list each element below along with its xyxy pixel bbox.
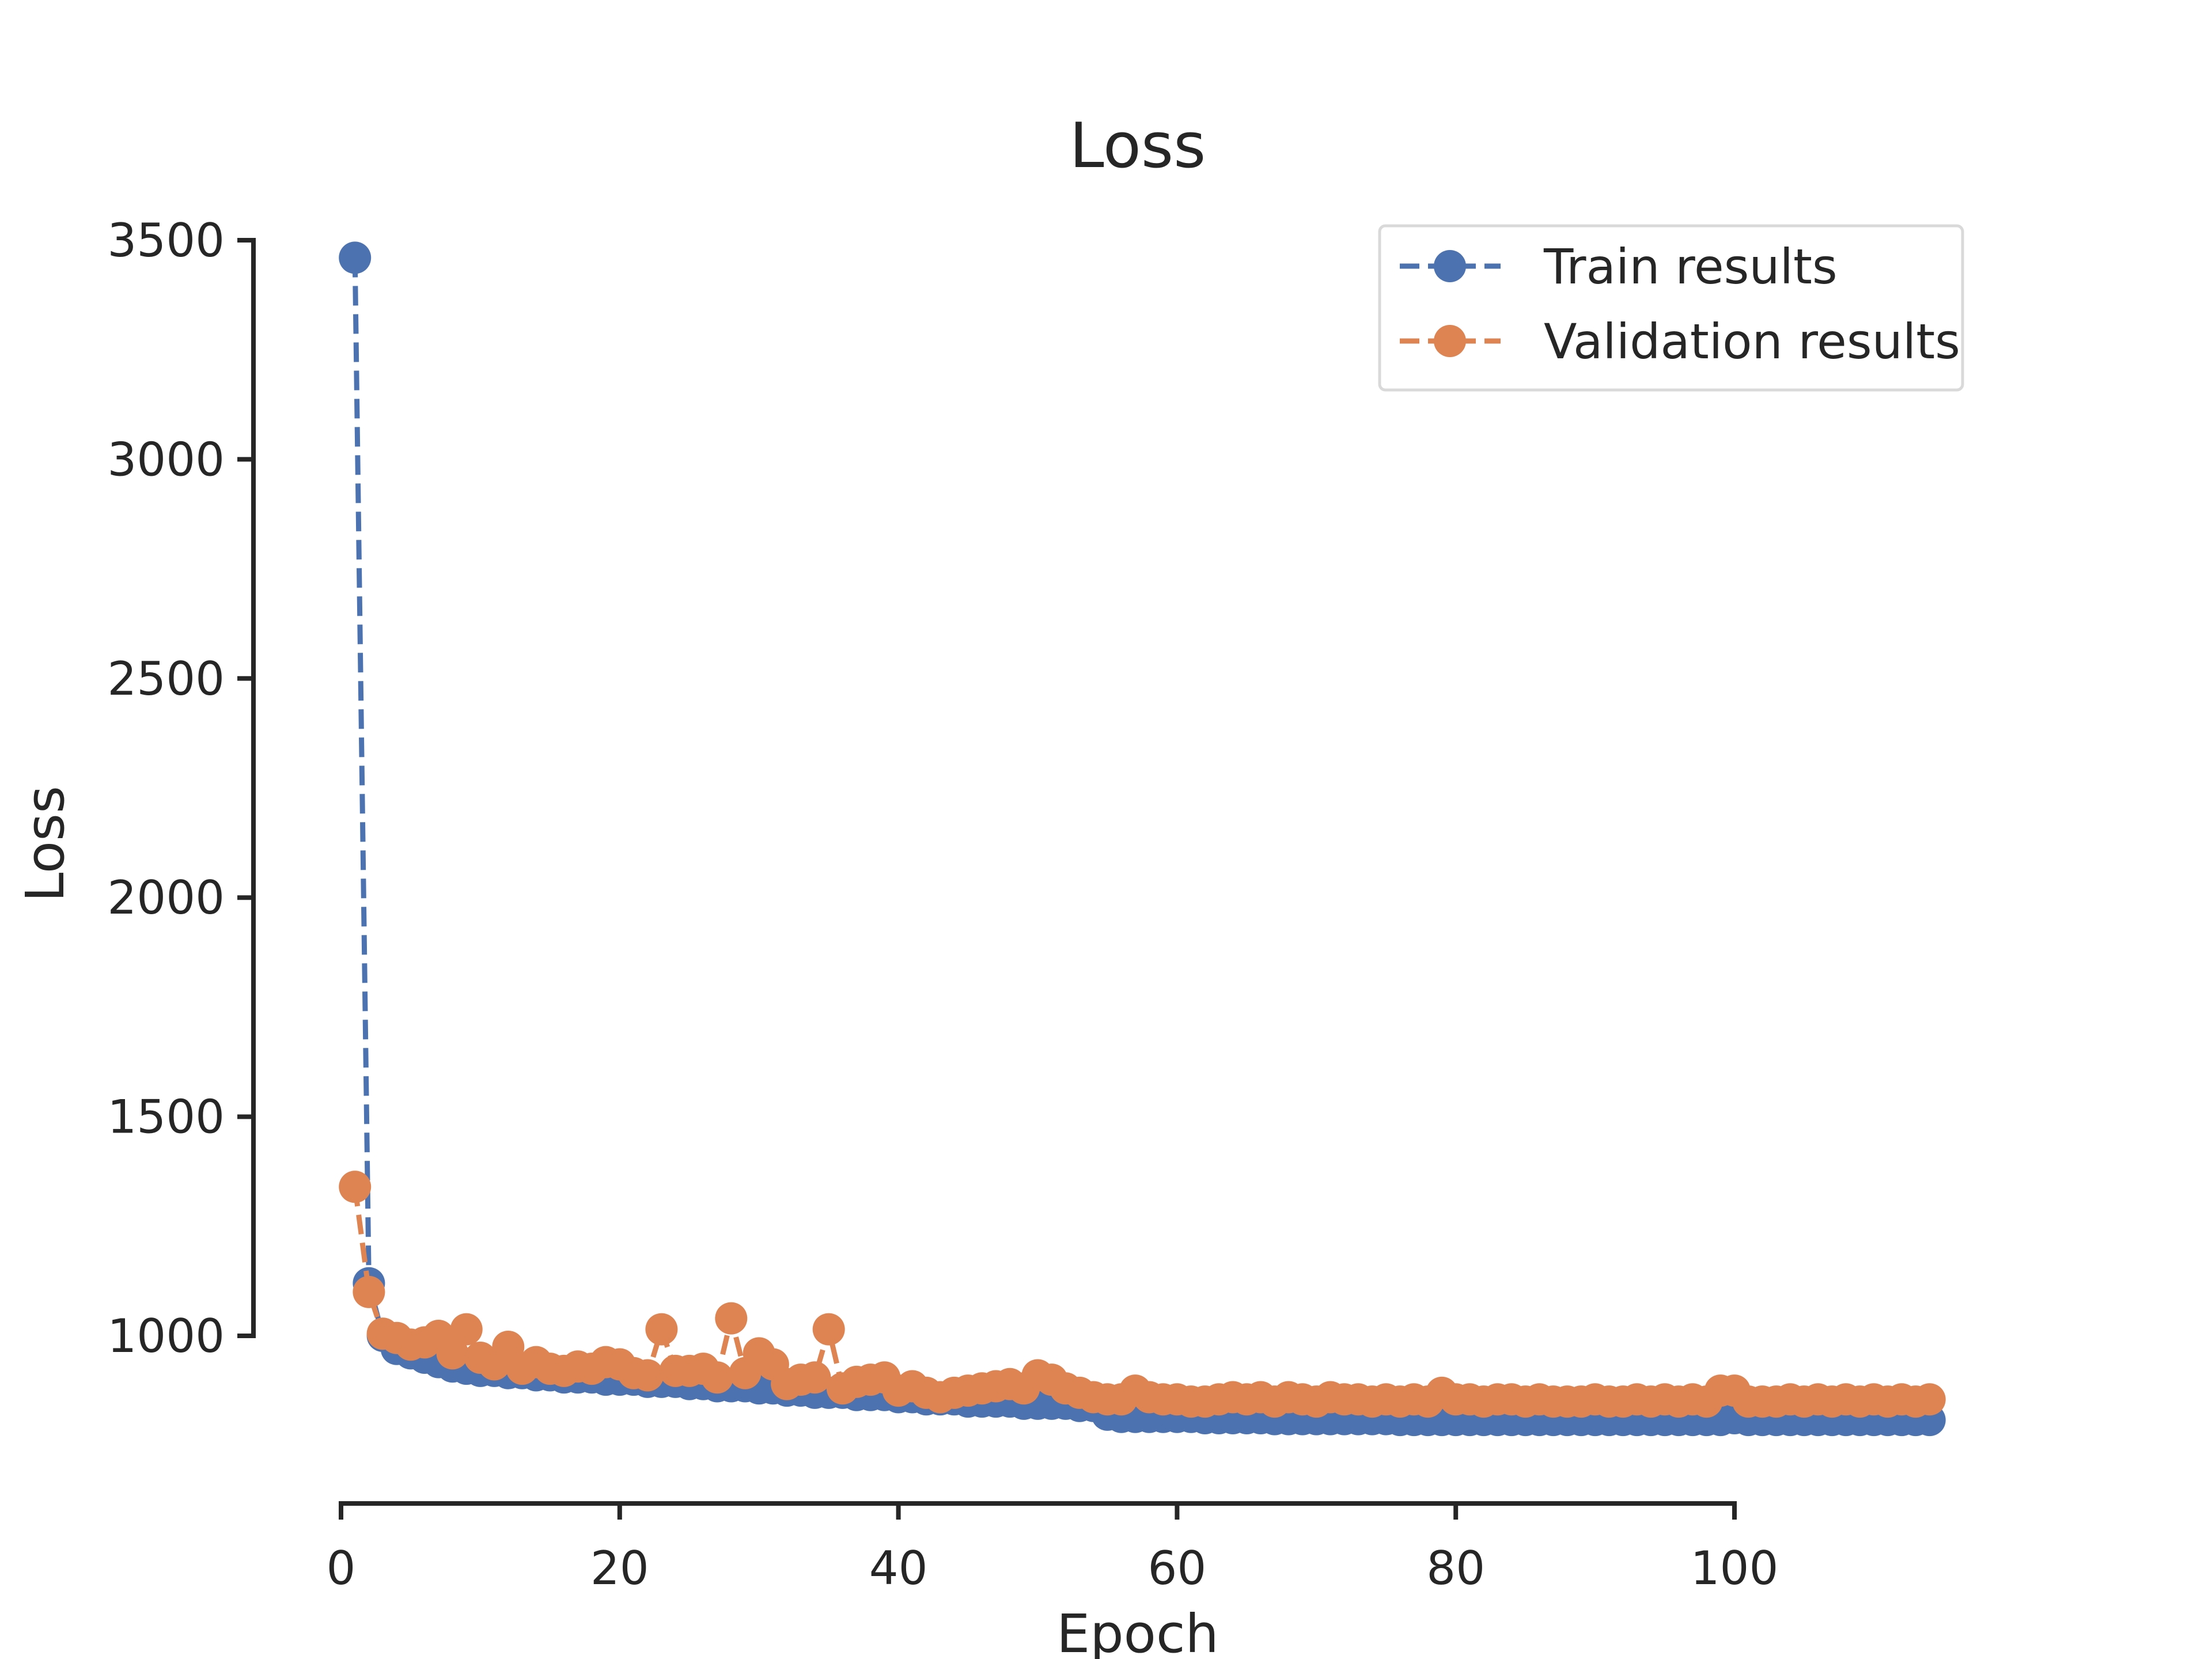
data-point xyxy=(450,1313,483,1346)
series-line xyxy=(352,257,1930,1423)
legend-train-label: Train results xyxy=(1543,238,1838,295)
data-point xyxy=(339,1171,372,1203)
x-tick-label: 0 xyxy=(327,1541,356,1595)
series-layer xyxy=(339,241,1946,1437)
x-tick-label: 80 xyxy=(1426,1541,1485,1595)
legend-entry-validation: Validation results xyxy=(1400,313,1960,370)
data-point xyxy=(353,1275,385,1308)
legend: Train results Validation results xyxy=(1378,224,1964,392)
y-tick-label: 2500 xyxy=(107,652,225,706)
legend-entry-train: Train results xyxy=(1400,238,1838,295)
x-tick-label: 60 xyxy=(1148,1541,1207,1595)
y-axis: 1000 1500 2000 2500 3000 3500 xyxy=(107,214,256,1363)
y-tick-label: 3500 xyxy=(107,214,225,267)
legend-train-marker xyxy=(1434,250,1466,282)
data-point xyxy=(631,1359,664,1392)
data-point xyxy=(645,1313,678,1346)
y-tick-label: 1500 xyxy=(107,1090,225,1144)
y-tick-label: 1000 xyxy=(107,1309,225,1363)
legend-validation-label: Validation results xyxy=(1544,313,1960,370)
data-point xyxy=(1913,1383,1946,1416)
data-point xyxy=(715,1302,748,1335)
y-tick-label: 2000 xyxy=(107,871,225,925)
legend-frame xyxy=(1378,224,1964,392)
x-tick-label: 40 xyxy=(869,1541,928,1595)
chart-title: Loss xyxy=(1070,110,1206,182)
data-point xyxy=(436,1337,469,1370)
x-axis: 0 20 40 60 80 100 xyxy=(327,1501,1779,1595)
x-axis-label: Epoch xyxy=(1056,1603,1219,1659)
x-tick-label: 100 xyxy=(1691,1541,1779,1595)
series-validation xyxy=(339,1171,1946,1418)
x-tick-label: 20 xyxy=(590,1541,649,1595)
series-train xyxy=(339,241,1946,1437)
y-axis-label: Loss xyxy=(14,786,76,902)
data-point xyxy=(339,241,372,274)
data-point xyxy=(701,1361,734,1394)
y-tick-label: 3000 xyxy=(107,433,225,486)
data-point xyxy=(812,1313,845,1346)
legend-validation-marker xyxy=(1434,325,1466,357)
data-point xyxy=(798,1361,831,1394)
